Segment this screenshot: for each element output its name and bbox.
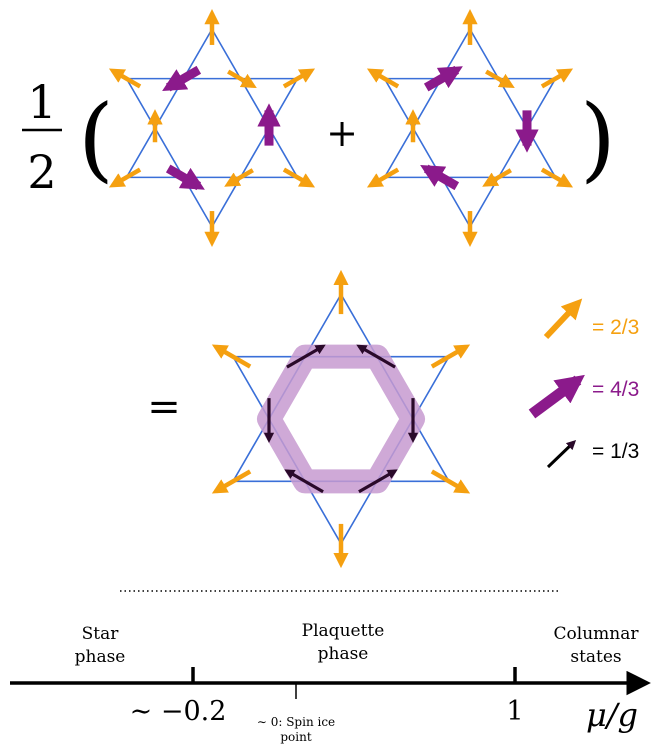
lattice-triangle-down <box>125 77 299 229</box>
lattice-triangle-up <box>383 27 557 179</box>
spin-arrow-tip <box>430 344 471 369</box>
kagome-star-left <box>108 9 316 247</box>
tick-label-one: 1 <box>506 696 523 727</box>
phase-columnar-line2: states <box>570 647 621 667</box>
spin-arrow-tip <box>211 344 252 369</box>
phase-plaquette-line2: phase <box>318 644 369 664</box>
tick-label-zero-line2: point <box>280 730 311 744</box>
spin-arrow-tip <box>108 167 142 188</box>
phase-columnar-line1: Columnar <box>554 624 640 644</box>
fraction-denominator: 2 <box>27 145 56 199</box>
spin-arrow-flippable <box>165 164 205 191</box>
spin-arrow-average <box>358 469 398 494</box>
spin-arrow <box>482 168 512 187</box>
plaquette-band <box>257 344 425 494</box>
legend-black-label: = 1/3 <box>592 440 639 463</box>
spin-arrow-flippable <box>420 164 460 191</box>
spin-arrow-tip <box>108 68 142 89</box>
spin-arrow-tip <box>540 68 574 89</box>
fraction-numerator: 1 <box>27 75 56 129</box>
spin-arrow-flippable <box>162 65 202 92</box>
phase-star-line2: phase <box>75 647 126 667</box>
spin-arrow-tip <box>282 167 316 188</box>
spin-arrow-tip <box>430 469 471 494</box>
spin-arrow-tip <box>366 68 400 89</box>
spin-arrow-average <box>284 469 324 494</box>
equals-sign: = <box>147 384 181 430</box>
phase-star-line1: Star <box>82 624 120 644</box>
spin-arrow-average <box>286 344 326 369</box>
tick-label-zero-line1: ∼ 0: Spin ice <box>257 715 335 729</box>
spin-arrow-average <box>356 344 396 369</box>
legend-orange-label: = 2/3 <box>592 316 639 339</box>
legend-purple-label: = 4/3 <box>592 378 639 401</box>
legend-purple-arrow <box>528 374 585 419</box>
kagome-star-average <box>211 269 471 569</box>
kagome-star-right <box>366 9 574 247</box>
spin-arrow <box>227 69 257 89</box>
spin-arrow-tip <box>211 469 252 494</box>
arrow-legend: = 2/3 = 4/3 = 1/3 <box>528 298 639 469</box>
phase-plaquette-line1: Plaquette <box>302 621 385 641</box>
lattice-triangle-down <box>383 77 557 229</box>
axis-label-mu-over-g: μ/g <box>586 696 638 734</box>
legend-orange-arrow <box>543 298 583 340</box>
open-paren: ( <box>78 85 114 192</box>
spin-arrow-tip <box>540 167 574 188</box>
phase-diagram: Star phase Plaquette phase Columnar stat… <box>10 621 651 744</box>
lattice-triangle-down <box>231 355 451 546</box>
spin-arrow <box>224 168 254 187</box>
lattice-triangle-up <box>125 27 299 179</box>
plus-sign: + <box>326 111 358 155</box>
spin-arrow-flippable <box>423 65 463 92</box>
close-paren: ) <box>580 85 616 192</box>
lattice-triangle-up <box>231 292 451 483</box>
spin-arrow-tip <box>282 68 316 89</box>
legend-black-arrow <box>546 440 577 469</box>
tick-label-minus-0-2: ∼ −0.2 <box>130 696 227 727</box>
spin-arrow <box>485 69 515 89</box>
spin-arrow-tip <box>366 167 400 188</box>
